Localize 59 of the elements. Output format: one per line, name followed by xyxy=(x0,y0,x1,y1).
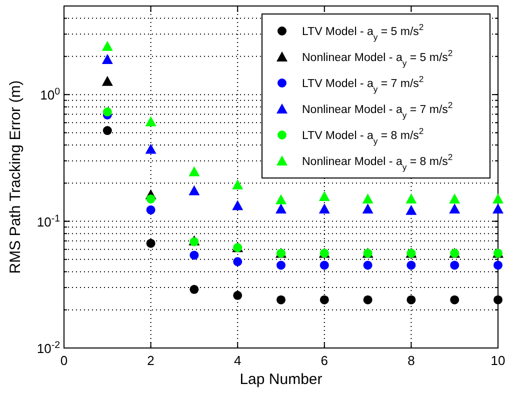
point xyxy=(494,295,502,304)
x-tick-label: 8 xyxy=(408,353,415,368)
legend-label: LTV Model - a$_{y}$ = 5 m/s$^{2}$ xyxy=(302,22,424,42)
point xyxy=(145,116,156,126)
point xyxy=(363,260,372,270)
point xyxy=(276,295,286,304)
point xyxy=(450,260,460,270)
point xyxy=(276,194,286,204)
legend-label: Nonlinear Model - a$_{y}$ = 5 m/s$^{2}$ xyxy=(302,48,453,68)
legend-label: Nonlinear Model - a$_{y}$ = 7 m/s$^{2}$ xyxy=(302,100,453,120)
point xyxy=(102,54,113,64)
point xyxy=(233,290,242,300)
point xyxy=(320,260,329,270)
y-tick-label: 10$^{0}$ xyxy=(40,86,61,103)
point xyxy=(449,204,460,214)
point xyxy=(102,107,112,116)
point xyxy=(146,205,156,214)
x-axis-title: Lap Number xyxy=(240,371,322,388)
point xyxy=(362,204,374,214)
x-tick-label: 10 xyxy=(490,353,506,368)
point xyxy=(146,238,156,248)
x-tick-label: 2 xyxy=(147,353,154,368)
point xyxy=(318,190,330,201)
point xyxy=(318,204,330,214)
point xyxy=(102,76,113,86)
point xyxy=(188,185,200,196)
legend-label: Nonlinear Model - a$_{y}$ = 8 m/s$^{2}$ xyxy=(302,152,453,172)
point xyxy=(190,284,199,294)
x-tick-label: 4 xyxy=(234,353,242,368)
y-axis-title: RMS Path Tracking Error (m) xyxy=(7,80,24,274)
y-tick-label: 10$^{-2}$ xyxy=(36,340,60,356)
point xyxy=(232,179,244,190)
point xyxy=(450,295,460,304)
point xyxy=(406,204,417,215)
point xyxy=(190,250,199,260)
point xyxy=(492,204,504,214)
point xyxy=(276,204,286,214)
point xyxy=(188,166,200,176)
point xyxy=(145,144,156,154)
x-tick-label: 6 xyxy=(320,353,328,368)
point xyxy=(102,126,112,136)
point xyxy=(233,257,242,266)
point xyxy=(146,194,156,204)
x-tick-label: 0 xyxy=(60,353,68,368)
point xyxy=(362,193,374,204)
point xyxy=(232,200,244,210)
legend-label: LTV Model - a$_{y}$ = 8 m/s$^{2}$ xyxy=(302,126,424,146)
point xyxy=(492,193,504,204)
y-tick-label: 10$^{-1}$ xyxy=(36,212,60,230)
point xyxy=(406,260,416,270)
point xyxy=(449,193,460,204)
point xyxy=(102,40,113,51)
point xyxy=(494,260,502,270)
point xyxy=(276,260,286,270)
point xyxy=(406,295,416,304)
point xyxy=(363,295,372,304)
legend-label: LTV Model - a$_{y}$ = 7 m/s$^{2}$ xyxy=(302,74,424,94)
point xyxy=(320,295,329,304)
point xyxy=(406,193,417,204)
